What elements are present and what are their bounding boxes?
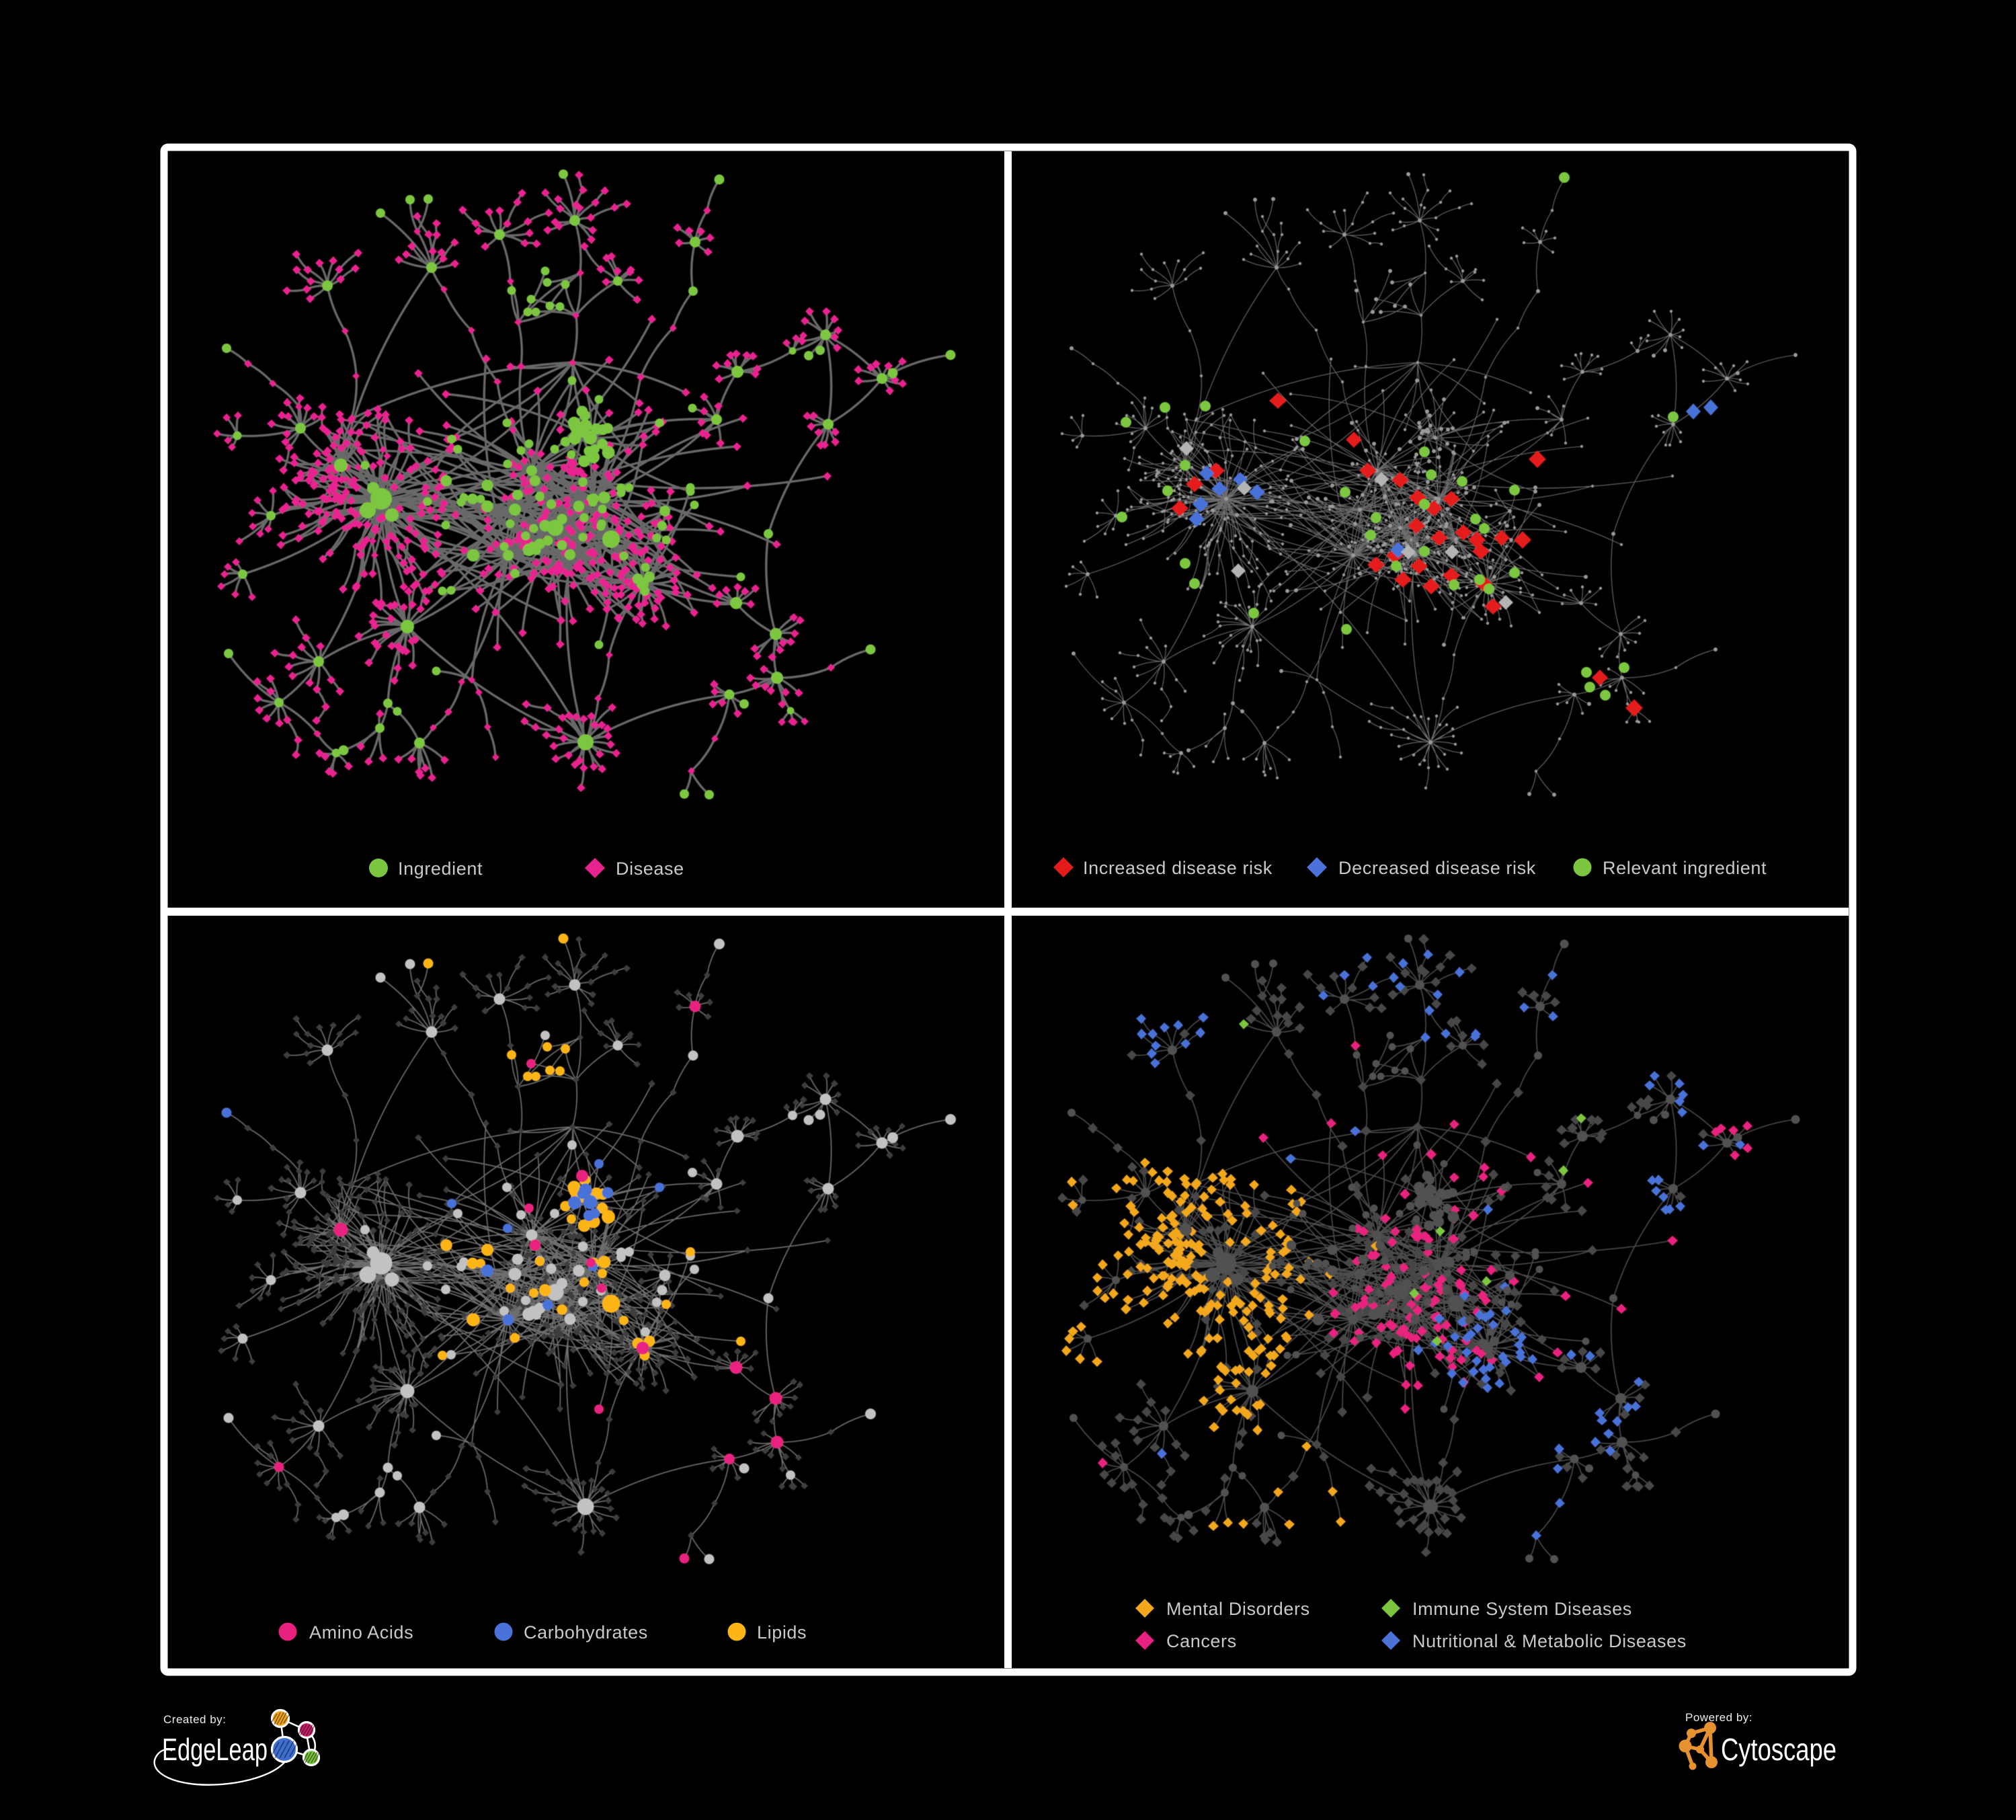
svg-text:Immune System Diseases: Immune System Diseases bbox=[1412, 1599, 1632, 1619]
svg-text:Powered by:: Powered by: bbox=[1685, 1711, 1752, 1724]
svg-text:EdgeLeap: EdgeLeap bbox=[162, 1732, 268, 1767]
svg-text:Mental Disorders: Mental Disorders bbox=[1166, 1599, 1310, 1619]
svg-text:Relevant ingredient: Relevant ingredient bbox=[1603, 858, 1767, 878]
svg-text:Carbohydrates: Carbohydrates bbox=[524, 1622, 648, 1643]
svg-text:Created by:: Created by: bbox=[163, 1713, 226, 1726]
svg-text:Increased disease risk: Increased disease risk bbox=[1083, 858, 1273, 878]
svg-text:Disease: Disease bbox=[616, 859, 684, 879]
svg-text:Ingredient: Ingredient bbox=[398, 859, 483, 879]
svg-text:Nutritional & Metabolic Diseas: Nutritional & Metabolic Diseases bbox=[1412, 1631, 1687, 1651]
svg-text:Cancers: Cancers bbox=[1166, 1631, 1237, 1651]
svg-text:Decreased disease risk: Decreased disease risk bbox=[1338, 858, 1536, 878]
svg-text:Cytoscape: Cytoscape bbox=[1721, 1732, 1837, 1767]
svg-text:Amino Acids: Amino Acids bbox=[309, 1622, 413, 1643]
svg-text:Lipids: Lipids bbox=[757, 1622, 807, 1643]
